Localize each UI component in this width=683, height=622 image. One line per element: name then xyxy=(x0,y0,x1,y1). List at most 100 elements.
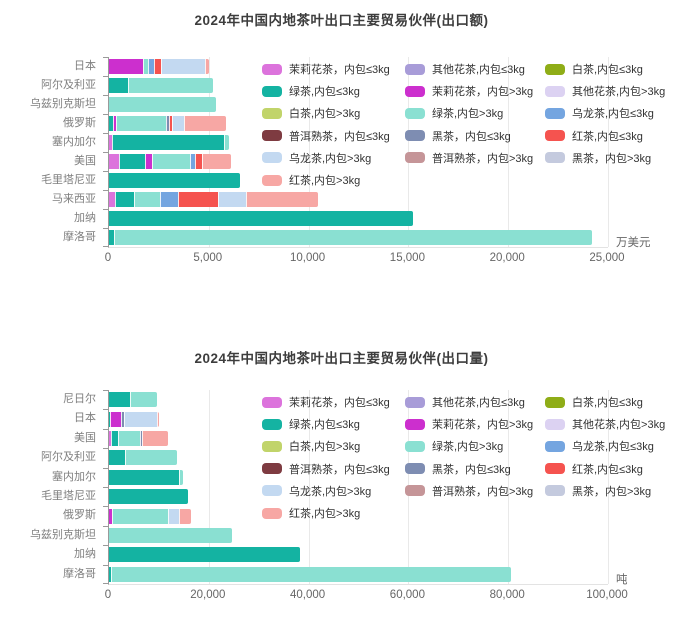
bar-segment[interactable] xyxy=(205,59,209,74)
bar-segment[interactable] xyxy=(109,78,128,93)
bar-segment[interactable] xyxy=(139,431,143,446)
bar-segment[interactable] xyxy=(109,528,233,543)
legend-item[interactable]: 黑茶，内包≤3kg xyxy=(405,458,545,480)
bar-segment[interactable] xyxy=(109,431,112,446)
bar-segment[interactable] xyxy=(112,508,169,524)
bar-segment[interactable] xyxy=(115,116,166,131)
bar-segment[interactable] xyxy=(111,431,119,446)
bar-segment[interactable] xyxy=(109,411,110,427)
legend-item[interactable]: 乌龙茶,内包≤3kg xyxy=(545,102,682,124)
legend-item[interactable]: 茉莉花茶，内包>3kg xyxy=(405,413,545,435)
bar-segment[interactable] xyxy=(159,192,179,207)
legend-item[interactable]: 白茶,内包>3kg xyxy=(262,435,405,457)
legend-swatch-icon xyxy=(545,396,565,408)
bar-segment[interactable] xyxy=(109,411,122,427)
y-axis-tick xyxy=(103,545,109,546)
bar-segment[interactable] xyxy=(201,154,231,169)
bar-segment[interactable] xyxy=(121,411,125,427)
legend-item[interactable]: 普洱熟茶，内包>3kg xyxy=(405,480,545,502)
legend-item[interactable]: 红茶,内包≤3kg xyxy=(545,458,682,480)
legend-item[interactable]: 白茶,内包>3kg xyxy=(262,102,405,124)
bar-segment[interactable] xyxy=(109,508,113,524)
bar-segment[interactable] xyxy=(218,192,247,207)
bar-segment[interactable] xyxy=(124,411,157,427)
legend-item[interactable]: 其他花茶,内包>3kg xyxy=(545,413,682,435)
bar-segment[interactable] xyxy=(109,450,125,466)
bar-segment[interactable] xyxy=(109,547,301,563)
bar-segment[interactable] xyxy=(183,116,226,131)
bar-segment[interactable] xyxy=(124,450,178,466)
bar-segment[interactable] xyxy=(112,135,225,150)
bar-segment[interactable] xyxy=(109,135,113,150)
bar-segment[interactable] xyxy=(224,135,229,150)
bar-segment[interactable] xyxy=(118,431,140,446)
legend-item[interactable]: 普洱熟茶，内包>3kg xyxy=(405,147,545,169)
bar-segment[interactable] xyxy=(109,116,113,131)
legend-item[interactable]: 乌龙茶,内包>3kg xyxy=(262,480,405,502)
bar-segment[interactable] xyxy=(109,59,143,74)
legend-item[interactable]: 茉莉花茶，内包>3kg xyxy=(405,80,545,102)
bar-segment[interactable] xyxy=(179,469,184,485)
legend-item[interactable]: 普洱熟茶，内包≤3kg xyxy=(262,458,405,480)
bar-segment[interactable] xyxy=(109,469,180,485)
bar-segment[interactable] xyxy=(246,192,318,207)
bar-segment[interactable] xyxy=(109,192,115,207)
bar-row xyxy=(109,173,608,188)
bar-segment[interactable] xyxy=(142,431,169,446)
legend-item[interactable]: 绿茶,内包≤3kg xyxy=(262,80,405,102)
bar-segment[interactable] xyxy=(172,116,184,131)
bar-segment[interactable] xyxy=(154,59,161,74)
bar-segment[interactable] xyxy=(109,154,119,169)
legend-item[interactable]: 红茶,内包>3kg xyxy=(262,169,405,191)
bar-segment[interactable] xyxy=(152,154,191,169)
legend-item[interactable]: 绿茶,内包>3kg xyxy=(405,102,545,124)
legend-item[interactable]: 红茶,内包>3kg xyxy=(262,502,405,524)
bar-segment[interactable] xyxy=(160,59,206,74)
bar-segment[interactable] xyxy=(109,97,216,112)
category-label: 日本 xyxy=(74,60,96,72)
legend-item[interactable]: 白茶,内包≤3kg xyxy=(545,58,682,80)
bar-segment[interactable] xyxy=(156,411,160,427)
legend-item[interactable]: 黑茶，内包≤3kg xyxy=(405,125,545,147)
bar-segment[interactable] xyxy=(112,116,116,131)
bar-segment[interactable] xyxy=(111,566,511,582)
bar-segment[interactable] xyxy=(109,392,131,408)
bar-segment[interactable] xyxy=(114,192,134,207)
bar-segment[interactable] xyxy=(195,154,202,169)
legend-item[interactable]: 绿茶,内包>3kg xyxy=(405,435,545,457)
legend-item[interactable]: 乌龙茶,内包>3kg xyxy=(262,147,405,169)
legend-export-volume: 茉莉花茶，内包≤3kg 其他花茶,内包≤3kg 白茶,内包≤3kg 绿茶,内包≤3kg… xyxy=(262,391,682,524)
bar-segment[interactable] xyxy=(109,211,414,226)
bar-segment[interactable] xyxy=(190,154,196,169)
bar-segment[interactable] xyxy=(168,508,180,524)
bar-segment[interactable] xyxy=(133,192,160,207)
bar-segment[interactable] xyxy=(109,566,112,582)
legend-item[interactable]: 红茶,内包≤3kg xyxy=(545,125,682,147)
legend-item[interactable]: 黑茶，内包>3kg xyxy=(545,147,682,169)
bar-segment[interactable] xyxy=(113,230,593,245)
bar-segment[interactable] xyxy=(142,59,148,74)
legend-item[interactable]: 茉莉花茶，内包≤3kg xyxy=(262,58,405,80)
legend-item[interactable]: 其他花茶,内包>3kg xyxy=(545,80,682,102)
bar-segment[interactable] xyxy=(165,116,169,131)
bar-segment[interactable] xyxy=(130,392,158,408)
legend-item[interactable]: 其他花茶,内包≤3kg xyxy=(405,58,545,80)
bar-segment[interactable] xyxy=(147,59,155,74)
bar-segment[interactable] xyxy=(144,154,153,169)
legend-item[interactable]: 乌龙茶,内包≤3kg xyxy=(545,435,682,457)
legend-item[interactable]: 普洱熟茶，内包≤3kg xyxy=(262,125,405,147)
legend-item[interactable]: 白茶,内包≤3kg xyxy=(545,391,682,413)
bar-segment[interactable] xyxy=(109,173,240,188)
bar-segment[interactable] xyxy=(118,154,145,169)
bar-segment[interactable] xyxy=(178,192,219,207)
legend-item[interactable]: 茉莉花茶，内包≤3kg xyxy=(262,391,405,413)
bar-segment[interactable] xyxy=(168,116,173,131)
legend-item[interactable]: 黑茶，内包>3kg xyxy=(545,480,682,502)
legend-item[interactable]: 其他花茶,内包≤3kg xyxy=(405,391,545,413)
legend-swatch-icon xyxy=(545,107,565,119)
bar-segment[interactable] xyxy=(179,508,192,524)
bar-segment[interactable] xyxy=(109,230,114,245)
legend-item[interactable]: 绿茶,内包≤3kg xyxy=(262,413,405,435)
bar-segment[interactable] xyxy=(127,78,213,93)
bar-segment[interactable] xyxy=(109,489,188,505)
